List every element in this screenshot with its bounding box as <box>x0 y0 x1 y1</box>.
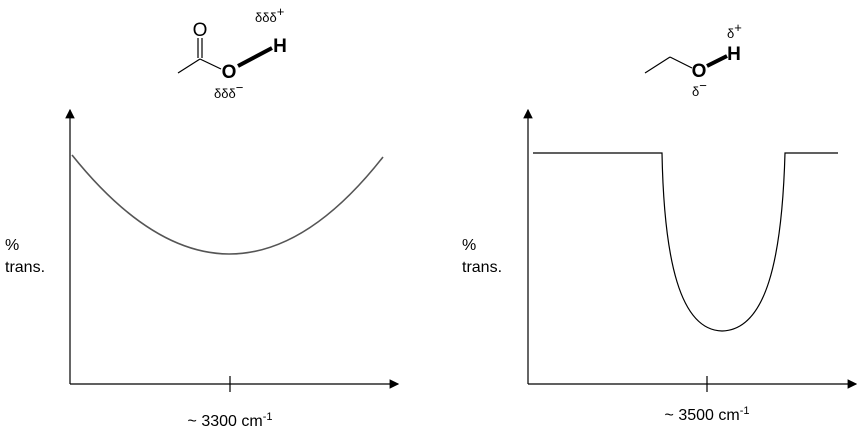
charge: δδδ+ <box>255 4 284 25</box>
y-label: % <box>462 237 476 254</box>
acetic-acid: O O H δδδ+ δδδ− <box>177 4 287 101</box>
bond <box>644 56 671 74</box>
x-label: ~ 3500 cm-1 <box>665 405 750 424</box>
bond <box>706 54 728 68</box>
charge: δ+ <box>727 20 742 41</box>
curve <box>71 154 384 255</box>
charge: δδδ− <box>214 80 243 101</box>
atom: H <box>273 36 287 57</box>
right-plot: % trans. ~ 3500 cm-1 <box>462 108 858 424</box>
x-label-text: ~ 3500 cm <box>665 407 740 424</box>
atom: O <box>193 20 208 41</box>
y-label: trans. <box>462 259 502 276</box>
bond <box>177 58 201 74</box>
charge-text: δ <box>727 26 734 41</box>
charge-text: δδδ <box>255 10 277 25</box>
bond <box>669 56 693 69</box>
bond <box>237 46 273 68</box>
charge-sign: − <box>699 78 707 93</box>
charge-sign: + <box>277 4 285 19</box>
y-label: % <box>5 237 19 254</box>
charge-text: δδδ <box>214 86 236 101</box>
x-label-sup: -1 <box>263 411 273 423</box>
y-label: trans. <box>5 259 45 276</box>
atom: H <box>727 44 741 65</box>
charge-sign: + <box>734 20 742 35</box>
curve <box>533 152 838 332</box>
atom: O <box>692 61 707 82</box>
charge-sign: − <box>236 80 244 95</box>
atom: O <box>222 62 237 83</box>
charge: δ− <box>692 78 707 99</box>
x-label: ~ 3300 cm-1 <box>188 411 273 430</box>
x-label-text: ~ 3300 cm <box>188 413 263 430</box>
x-label-sup: -1 <box>740 405 750 417</box>
left-plot: % trans. ~ 3300 cm-1 <box>5 108 400 430</box>
ethanol: O H δ+ δ− <box>644 20 742 99</box>
bond <box>199 58 222 70</box>
charge-text: δ <box>692 84 699 99</box>
